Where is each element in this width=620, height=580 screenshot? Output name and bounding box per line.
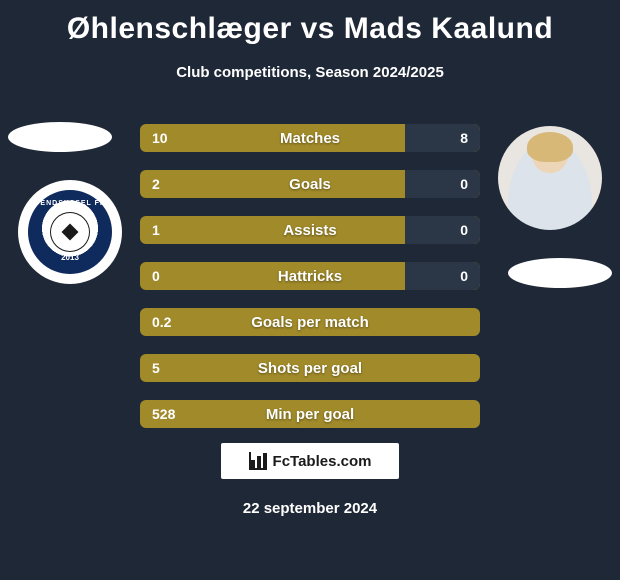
stat-label: Goals (289, 176, 331, 193)
page-title: Øhlenschlæger vs Mads Kaalund (0, 12, 620, 46)
stat-left-value: 1 (152, 222, 160, 238)
stat-label: Goals per match (251, 314, 369, 331)
subtitle: Club competitions, Season 2024/2025 (0, 64, 620, 81)
crest-top-text: VENDSYSSEL FF (34, 200, 106, 207)
comparison-card: Øhlenschlæger vs Mads Kaalund Club compe… (0, 0, 620, 580)
stat-left-value: 0.2 (152, 314, 171, 330)
watermark: FcTables.com (221, 443, 399, 479)
stat-right-value: 0 (460, 268, 468, 284)
stat-row: 2 Goals 0 (140, 170, 480, 198)
stat-left-value: 0 (152, 268, 160, 284)
soccer-ball-icon (50, 212, 90, 252)
stat-left-value: 10 (152, 130, 168, 146)
crest-year: 2013 (34, 253, 106, 262)
date-text: 22 september 2024 (0, 500, 620, 517)
stat-right-value: 0 (460, 222, 468, 238)
stat-bar-right-fill (405, 262, 480, 290)
stat-row: 0.2 Goals per match (140, 308, 480, 336)
stat-right-value: 8 (460, 130, 468, 146)
player-left-crest: VENDSYSSEL FF 2013 (18, 180, 122, 284)
bar-chart-icon (249, 452, 267, 470)
player-hair-shape (527, 132, 573, 162)
stat-row: 5 Shots per goal (140, 354, 480, 382)
stat-label: Hattricks (278, 268, 342, 285)
crest-inner: VENDSYSSEL FF 2013 (28, 190, 112, 274)
stat-bar-right-fill (405, 124, 480, 152)
stat-row: 528 Min per goal (140, 400, 480, 428)
player-right-photo (498, 126, 602, 230)
stat-label: Assists (283, 222, 336, 239)
player-right-name-ellipse (508, 258, 612, 288)
stat-left-value: 5 (152, 360, 160, 376)
player-left-name-ellipse (8, 122, 112, 152)
stat-row: 0 Hattricks 0 (140, 262, 480, 290)
stat-row: 1 Assists 0 (140, 216, 480, 244)
stat-row: 10 Matches 8 (140, 124, 480, 152)
stats-bars: 10 Matches 8 2 Goals 0 1 Assists 0 0 Hattricks 0 0.2… (140, 124, 480, 446)
stat-bar-right-fill (405, 216, 480, 244)
watermark-text: FcTables.com (273, 453, 372, 470)
stat-right-value: 0 (460, 176, 468, 192)
stat-label: Shots per goal (258, 360, 362, 377)
stat-label: Min per goal (266, 406, 354, 423)
stat-left-value: 528 (152, 406, 175, 422)
stat-left-value: 2 (152, 176, 160, 192)
stat-label: Matches (280, 130, 340, 147)
stat-bar-right-fill (405, 170, 480, 198)
